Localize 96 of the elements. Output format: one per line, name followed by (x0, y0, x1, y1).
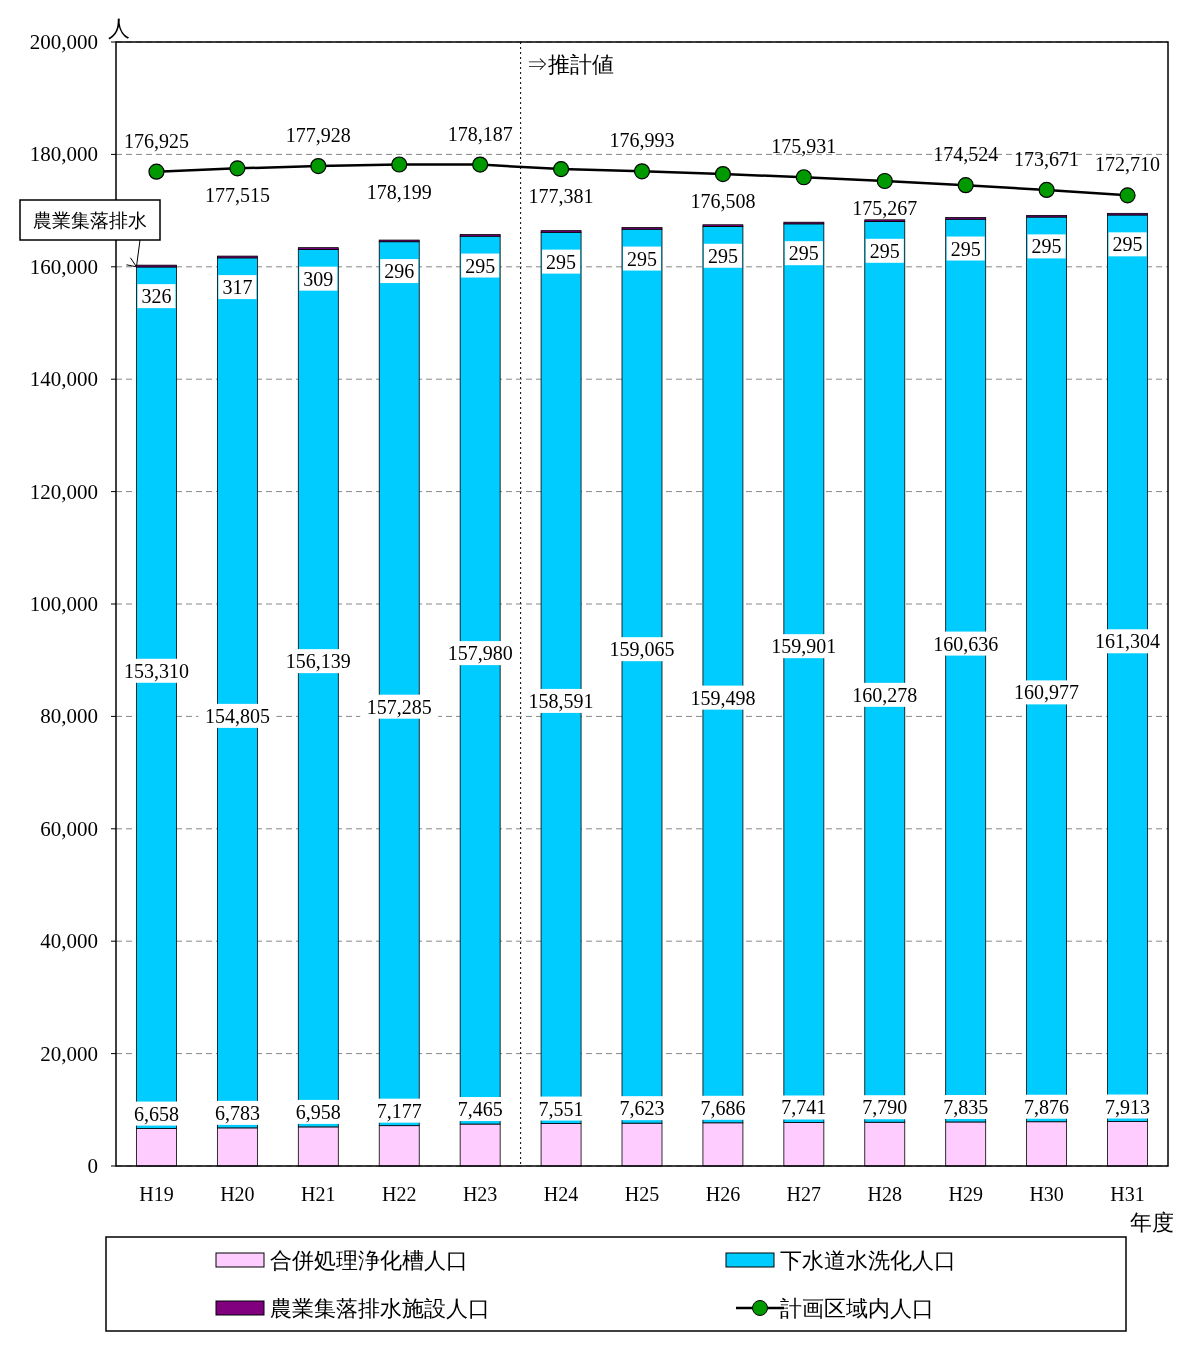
data-label: 177,928 (285, 124, 351, 147)
data-label: 154,805 (204, 704, 270, 727)
y-tick-label: 180,000 (29, 142, 98, 167)
data-label: 7,177 (376, 1099, 422, 1122)
x-tick-label: H19 (139, 1183, 174, 1205)
x-tick-label: H31 (1110, 1183, 1145, 1205)
y-tick-label: 0 (87, 1154, 98, 1178)
data-label: 177,515 (204, 184, 270, 207)
data-label: 295 (546, 250, 577, 273)
legend-label: 計画区域内人口 (780, 1296, 934, 1321)
point (795, 169, 812, 186)
data-label: 6,783 (214, 1101, 260, 1124)
x-tick-label: H20 (220, 1183, 255, 1205)
y-tick-label: 20,000 (40, 1041, 98, 1066)
annotation: 農業集落排水 (33, 210, 147, 231)
data-label: 295 (788, 242, 819, 265)
data-label: 7,913 (1105, 1095, 1151, 1118)
x-tick-label: H24 (543, 1183, 579, 1205)
point (552, 161, 570, 178)
data-label: 174,524 (933, 143, 999, 166)
x-tick-label: H21 (301, 1183, 336, 1205)
data-label: 295 (950, 237, 981, 260)
y-tick-label: 200,000 (29, 30, 98, 54)
y-tick-label: 120,000 (29, 479, 98, 504)
data-label: 177,381 (528, 185, 594, 208)
data-label: 7,741 (781, 1096, 827, 1119)
data-label: 317 (222, 276, 253, 299)
data-label: 176,993 (609, 129, 675, 152)
point (876, 172, 893, 190)
data-label: 176,508 (690, 190, 756, 213)
point (957, 177, 974, 194)
x-tick-label: H27 (786, 1183, 822, 1205)
data-label: 159,498 (690, 686, 756, 709)
y-tick-label: 100,000 (29, 592, 98, 616)
x-tick-label: H25 (624, 1183, 660, 1205)
data-label: 7,835 (943, 1095, 989, 1118)
data-label: 7,790 (862, 1096, 908, 1119)
data-label: 6,658 (133, 1102, 179, 1125)
point (391, 156, 408, 173)
data-label: 6,958 (295, 1100, 341, 1123)
data-label: 296 (384, 260, 415, 283)
x-tick-label: H30 (1029, 1183, 1064, 1205)
data-label: 176,925 (123, 129, 189, 152)
data-label: 326 (141, 285, 172, 308)
data-label: 175,931 (771, 135, 837, 158)
data-label: 295 (869, 239, 900, 262)
data-label: 160,278 (852, 683, 918, 706)
data-label: 160,636 (933, 632, 999, 655)
x-tick-label: H29 (948, 1183, 983, 1205)
data-label: 157,285 (366, 695, 432, 718)
data-label: 156,139 (285, 650, 351, 673)
data-label: 295 (627, 247, 657, 270)
data-label: 159,065 (609, 638, 675, 661)
data-label: 7,686 (700, 1096, 746, 1119)
point (714, 165, 732, 183)
data-label: 295 (465, 254, 496, 277)
data-label: 309 (303, 267, 334, 290)
x-tick-label: H22 (382, 1183, 417, 1205)
data-label: 7,551 (538, 1097, 584, 1120)
data-label: 178,187 (447, 122, 513, 145)
data-label: 159,901 (771, 635, 837, 658)
x-axis-title: 年度 (1130, 1210, 1174, 1235)
point (472, 156, 489, 173)
data-label: 160,977 (1014, 681, 1080, 704)
data-label: 295 (707, 244, 738, 267)
data-label: 295 (1112, 233, 1143, 256)
y-tick-label: 80,000 (40, 704, 98, 729)
y-tick-label: 140,000 (29, 367, 98, 392)
point (148, 163, 165, 180)
legend-label: 合併処理浄化槽人口 (270, 1248, 468, 1273)
point (1038, 181, 1055, 199)
data-label: 172,710 (1095, 153, 1161, 176)
data-label: 178,199 (366, 180, 432, 203)
y-axis-title: 人 (108, 16, 130, 41)
data-label: 161,304 (1095, 630, 1161, 653)
data-label: 7,876 (1024, 1095, 1070, 1118)
data-label: 175,267 (852, 197, 918, 219)
legend-label: 農業集落排水施設人口 (270, 1296, 490, 1321)
data-label: 153,310 (123, 659, 189, 682)
x-tick-label: H28 (867, 1183, 902, 1205)
data-label: 295 (1031, 235, 1062, 258)
data-label: 158,591 (528, 689, 594, 712)
point (1119, 187, 1136, 204)
point (310, 157, 327, 175)
data-label: 7,623 (619, 1097, 665, 1120)
legend-label: 下水道水洗化人口 (780, 1248, 956, 1273)
point (229, 160, 246, 177)
point (633, 163, 651, 180)
x-tick-label: H23 (462, 1183, 498, 1205)
data-label: 173,671 (1014, 147, 1080, 170)
ref-line-label: ⇒推計値 (525, 52, 614, 77)
x-tick-label: H26 (705, 1183, 741, 1205)
data-label: 7,465 (457, 1098, 503, 1121)
data-label: 157,980 (447, 642, 513, 665)
y-tick-label: 60,000 (40, 816, 98, 841)
y-tick-label: 40,000 (40, 929, 98, 954)
